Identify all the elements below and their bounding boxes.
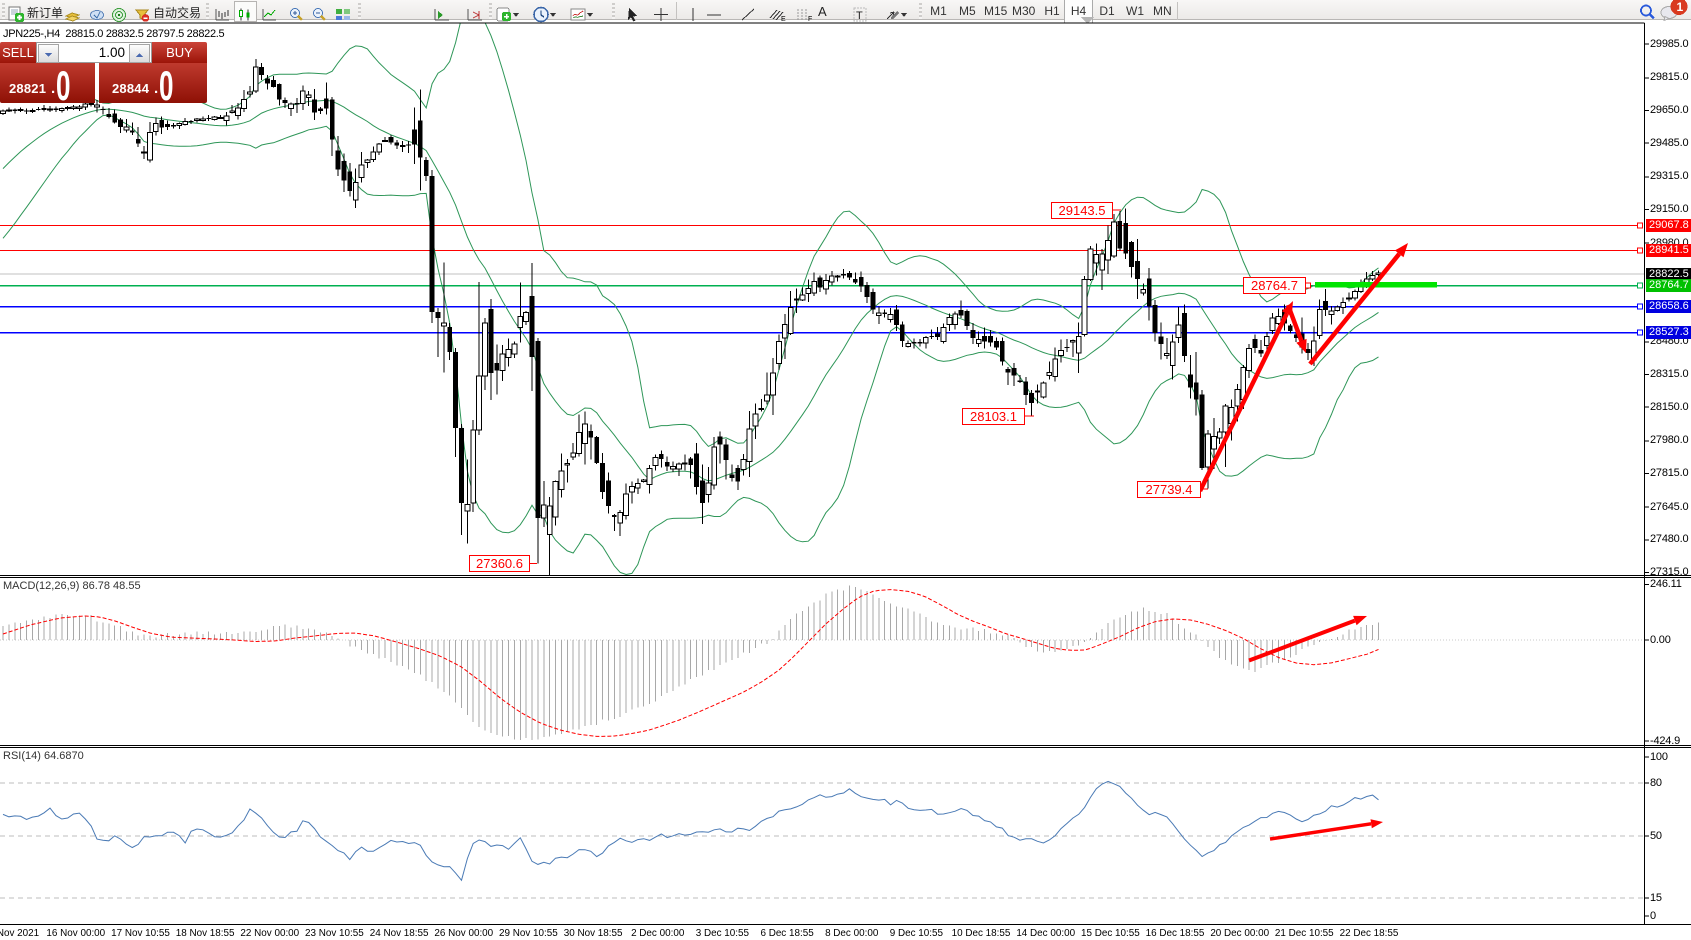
svg-text:17 Nov 10:55: 17 Nov 10:55 [111, 928, 170, 939]
svg-text:9 Dec 10:55: 9 Dec 10:55 [890, 928, 944, 939]
svg-text:F: F [808, 16, 812, 23]
svg-text:21 Dec 10:55: 21 Dec 10:55 [1275, 928, 1334, 939]
svg-text:20 Dec 00:00: 20 Dec 00:00 [1210, 928, 1269, 939]
svg-text:23 Nov 10:55: 23 Nov 10:55 [305, 928, 364, 939]
svg-text:18 Nov 18:55: 18 Nov 18:55 [176, 928, 235, 939]
svg-text:T: T [856, 10, 863, 22]
svg-text:14 Dec 00:00: 14 Dec 00:00 [1016, 928, 1075, 939]
svg-text:1: 1 [1677, 0, 1684, 14]
svg-text:22 Dec 18:55: 22 Dec 18:55 [1340, 928, 1399, 939]
svg-text:15 Nov 2021: 15 Nov 2021 [0, 928, 40, 939]
svg-text:24 Nov 18:55: 24 Nov 18:55 [370, 928, 429, 939]
svg-text:10 Dec 18:55: 10 Dec 18:55 [952, 928, 1011, 939]
svg-text:8 Dec 00:00: 8 Dec 00:00 [825, 928, 879, 939]
svg-text:22 Nov 00:00: 22 Nov 00:00 [240, 928, 299, 939]
svg-text:26 Nov 00:00: 26 Nov 00:00 [434, 928, 493, 939]
svg-text:2 Dec 00:00: 2 Dec 00:00 [631, 928, 685, 939]
svg-text:15 Dec 10:55: 15 Dec 10:55 [1081, 928, 1140, 939]
svg-text:16 Nov 00:00: 16 Nov 00:00 [46, 928, 105, 939]
svg-text:3 Dec 10:55: 3 Dec 10:55 [696, 928, 750, 939]
svg-text:16 Dec 18:55: 16 Dec 18:55 [1146, 928, 1205, 939]
svg-text:29 Nov 10:55: 29 Nov 10:55 [499, 928, 558, 939]
svg-text:30 Nov 18:55: 30 Nov 18:55 [564, 928, 623, 939]
svg-text:E: E [781, 16, 786, 23]
svg-text:6 Dec 18:55: 6 Dec 18:55 [760, 928, 814, 939]
svg-text:MACD(12,26,9) 86.78 48.55: MACD(12,26,9) 86.78 48.55 [3, 580, 141, 592]
svg-text:RSI(14) 64.6870: RSI(14) 64.6870 [3, 750, 84, 762]
